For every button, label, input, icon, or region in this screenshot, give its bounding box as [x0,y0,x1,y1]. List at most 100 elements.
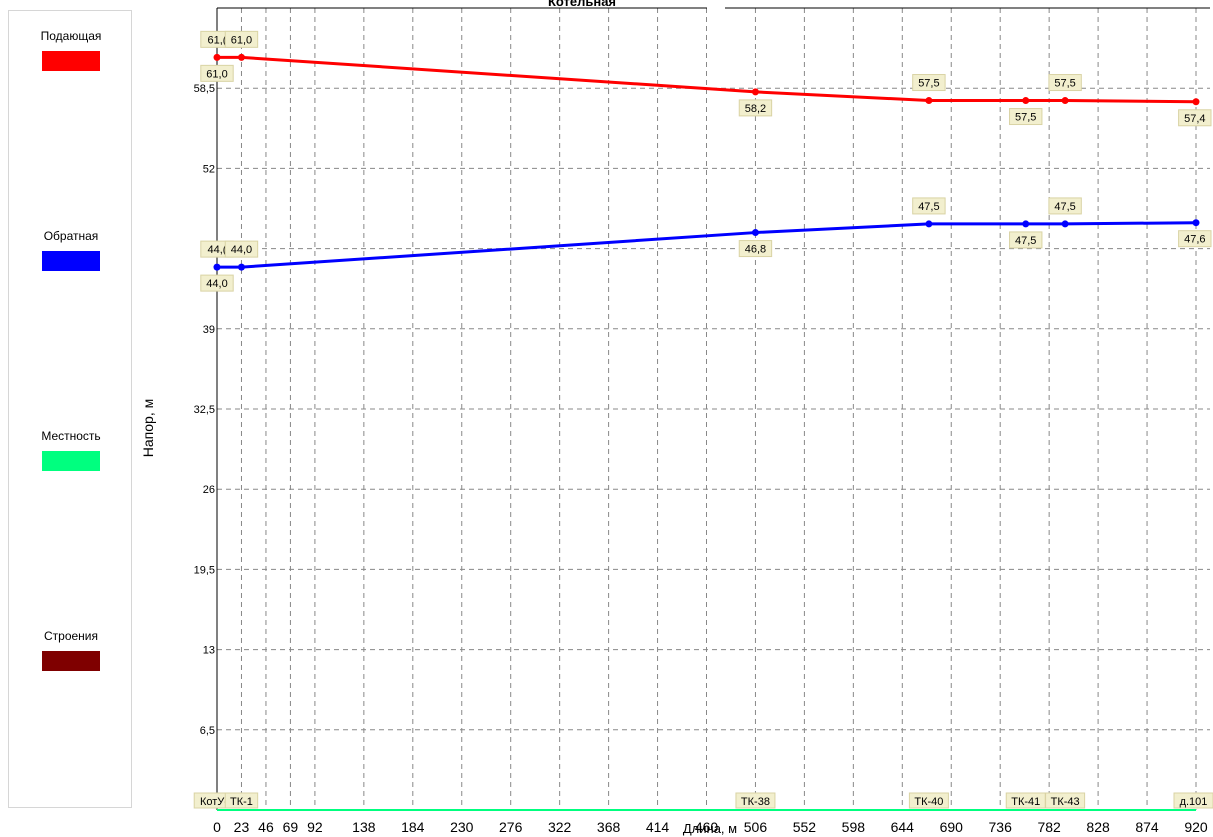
data-point [751,88,759,96]
node-label: ТК-38 [741,796,770,808]
node-label-box [224,792,259,809]
x-tick-label: 598 [842,819,866,835]
x-tick-label: 414 [646,819,670,835]
legend-label: Обратная [43,229,99,243]
data-label: 58,2 [745,103,766,115]
node-label-box [908,792,949,809]
legend-swatch-supply [42,51,100,71]
x-tick-label: 460 [695,819,719,835]
data-label-box [1048,74,1082,92]
x-tick-label: 828 [1086,819,1110,835]
x-tick-label: 506 [744,819,768,835]
node-label: ТК-41 [1011,796,1040,808]
y-tick-label: 58,5 [194,83,215,95]
x-tick-label: 690 [940,819,964,835]
node-label: д.101 [1180,796,1208,808]
x-tick-label: 92 [307,819,323,835]
legend-item-terrain: Местность [9,429,133,471]
data-label: 57,5 [1054,78,1075,90]
x-tick-label: 276 [499,819,523,835]
data-label: 44,0 [231,244,252,256]
y-tick-label: 19,5 [194,564,215,576]
data-label-box [1009,231,1043,249]
data-point [1061,97,1069,105]
data-label: 47,5 [918,201,939,213]
y-tick-label: 26 [203,484,215,496]
node-label-box [1045,792,1086,809]
legend-item-return: Обратная [9,229,133,271]
data-label: 57,4 [1184,113,1205,125]
legend-item-supply: Подающая [9,29,133,71]
x-tick-label: 322 [548,819,572,835]
data-label: 44,( [208,244,227,256]
x-tick-label: 552 [793,819,817,835]
data-point [1192,98,1200,106]
x-tick-label: 46 [258,819,274,835]
x-tick-label: 368 [597,819,621,835]
data-point [925,220,933,228]
x-tick-label: 184 [401,819,425,835]
data-label: 44,0 [206,278,227,290]
data-label-box [1009,108,1043,126]
x-axis-label: Длина, м [683,821,737,836]
data-label: 57,5 [918,78,939,90]
data-point [213,263,221,271]
data-label: 47,6 [1184,234,1205,246]
data-point [1022,220,1030,228]
data-label: 57,5 [1015,112,1036,124]
x-tick-label: 138 [352,819,376,835]
legend-label: Строения [43,629,98,643]
x-tick-label: 0 [213,819,221,835]
legend-swatch-terrain [42,451,100,471]
y-tick-label: 6,5 [200,725,215,737]
node-label-box [735,792,776,809]
data-point [237,53,245,61]
data-label: 46,8 [745,244,766,256]
data-label-box [1178,230,1212,248]
x-tick-label: 69 [283,819,299,835]
x-tick-label: 23 [234,819,250,835]
data-label-box [224,240,259,258]
legend-label: Местность [41,429,101,443]
x-tick-label: 874 [1135,819,1159,835]
chart-title: Котельная [548,0,616,9]
x-tick-label: 644 [891,819,915,835]
data-label-box [738,240,773,258]
node-label: ТК-43 [1051,796,1080,808]
data-point [1022,97,1030,105]
y-tick-label: 52 [203,163,215,175]
data-point [237,263,245,271]
legend-swatch-buildings [42,651,100,671]
node-label-box [1173,792,1213,809]
node-label: ТК-1 [230,796,253,808]
data-label: 61,0 [231,34,252,46]
y-tick-label: 32,5 [194,404,215,416]
x-tick-label: 920 [1184,819,1208,835]
node-label: ТК-40 [914,796,943,808]
data-label: 61,0 [206,68,227,80]
data-point [751,229,759,237]
data-label-box [224,30,259,48]
x-tick-label: 736 [989,819,1013,835]
y-tick-label: 13 [203,645,215,657]
x-tick-label: 230 [450,819,474,835]
x-tick-label: 782 [1037,819,1061,835]
y-tick-label: 39 [203,324,215,336]
legend-label: Подающая [40,29,102,43]
data-label: 61,( [208,34,227,46]
legend-item-buildings: Строения [9,629,133,671]
data-point [213,53,221,61]
data-label-box [200,274,234,292]
data-label-box [912,74,946,92]
data-label-box [1048,197,1082,215]
legend-panel: Подающая Обратная Местность Строения [8,10,132,808]
data-label-box [738,99,773,117]
legend-swatch-return [42,251,100,271]
data-label-box [200,64,234,82]
data-point [1061,220,1069,228]
data-label-box [1178,109,1212,127]
data-label: 47,5 [1054,201,1075,213]
data-point [1192,219,1200,227]
data-label-box [912,197,946,215]
